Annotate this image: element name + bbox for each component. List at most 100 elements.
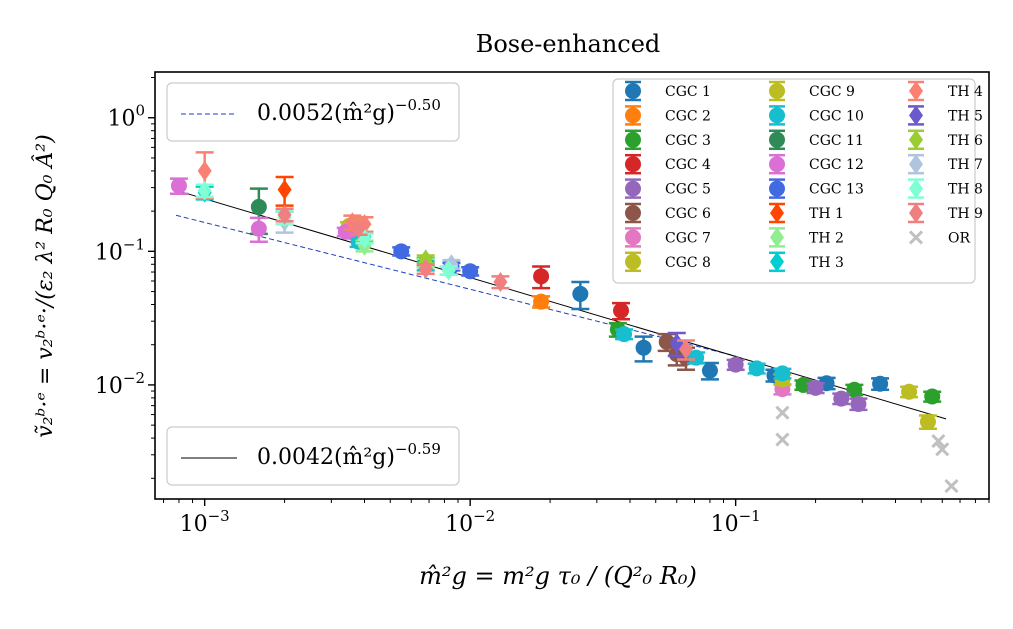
data-point (701, 362, 718, 379)
legend-marker (770, 251, 784, 272)
x-marker-stroke (935, 442, 950, 457)
legend-label: CGC 3 (665, 133, 711, 149)
data-point (901, 383, 918, 400)
data-point (572, 285, 589, 302)
fit-legend-box (166, 82, 460, 142)
legend-marker (625, 107, 641, 124)
legend-label: TH 5 (948, 108, 983, 124)
data-point (872, 375, 889, 392)
data-point (277, 179, 292, 200)
legend-entry-or: OR (908, 230, 970, 246)
legend-marker (909, 203, 923, 223)
plot-frame (154, 71, 990, 500)
legend-marker (625, 205, 641, 221)
legend-entry-th-1: TH 1 (769, 202, 844, 224)
fit-legend-label: 0.0042(m̂²g)−0.59 (257, 440, 441, 470)
x-tick-label: 10−2 (445, 507, 495, 537)
legend-label: CGC 13 (809, 182, 864, 198)
legend-label: CGC 2 (665, 108, 711, 124)
legend-marker (625, 156, 641, 173)
legend-marker (769, 83, 785, 99)
data-point (775, 405, 790, 420)
legend-label: CGC 12 (809, 157, 864, 173)
data-point (493, 271, 508, 292)
legend-entry-cgc-13: CGC 13 (769, 178, 864, 199)
legend-marker (909, 129, 923, 150)
data-points (169, 151, 959, 494)
legend-label: TH 2 (809, 230, 844, 246)
legend-entry-th-2: TH 2 (769, 227, 844, 248)
x-marker-stroke (931, 434, 946, 449)
legend-entry-cgc-1: CGC 1 (625, 80, 711, 102)
fit-dashed (175, 214, 736, 357)
legend-entry-th-8: TH 8 (908, 178, 983, 199)
data-point (277, 204, 292, 225)
legend-entry-cgc-11: CGC 11 (769, 129, 864, 151)
x-marker-stroke (944, 478, 959, 494)
series-legend: CGC 1 CGC 2 CGC 3 CGC 4 CGC 5 CGC 6 CGC 7 CGC 8… (612, 78, 983, 284)
series-or (775, 405, 959, 494)
legend-marker (908, 230, 924, 245)
legend-entry-cgc-5: CGC 5 (625, 178, 711, 199)
y-axis-label: ṽ₂ᵇ·ᵉ = v₂ᵇ·ᵉ·/(ε₂ λ² R₀ Q₀ Â²) (31, 134, 58, 437)
data-point (935, 442, 950, 457)
legend-marker (769, 156, 785, 173)
y-tick-label: 10−1 (95, 235, 145, 265)
legend-marker (625, 131, 641, 148)
data-point (919, 413, 936, 430)
legend-label: CGC 4 (665, 157, 711, 173)
data-point (944, 478, 959, 494)
legend-marker (770, 227, 784, 248)
fit-dashed-legend: 0.0052(m̂²g)−0.50 (166, 82, 460, 142)
legend-marker (625, 180, 641, 197)
legend-label: TH 8 (948, 182, 983, 198)
data-point (688, 349, 705, 366)
legend-entry-cgc-10: CGC 10 (769, 105, 864, 126)
x-tick-label: 10−3 (180, 507, 230, 537)
fit-legend-box (166, 426, 460, 486)
x-marker-stroke (775, 432, 790, 447)
data-point (197, 180, 212, 201)
data-point (533, 268, 550, 285)
legend-entry-cgc-2: CGC 2 (625, 105, 711, 126)
series-th-9 (275, 204, 695, 361)
legend-marker (625, 253, 641, 270)
legend-label: CGC 7 (665, 230, 711, 246)
data-point (775, 432, 790, 447)
legend-entry-cgc-9: CGC 9 (769, 80, 855, 102)
data-point (846, 381, 863, 398)
fit-legend-label: 0.0052(m̂²g)−0.50 (257, 96, 441, 126)
legend-marker (625, 83, 641, 99)
data-point (774, 365, 791, 382)
data-point (393, 243, 410, 260)
data-point (678, 339, 693, 360)
y-tick-label: 100 (107, 102, 145, 132)
data-point (795, 376, 812, 393)
fit-solid-legend: 0.0042(m̂²g)−0.59 (166, 426, 460, 486)
legend-marker (909, 81, 923, 101)
x-axis-label: m̂²g = m²g τ₀ / (Q²₀ R₀) (419, 562, 697, 590)
legend-label: TH 9 (948, 206, 983, 222)
chart-title: Bose-enhanced (476, 30, 661, 58)
legend-entry-cgc-4: CGC 4 (625, 153, 711, 175)
data-point (197, 160, 212, 181)
data-point (441, 260, 456, 281)
legend-entry-cgc-12: CGC 12 (769, 153, 864, 175)
legend-marker (909, 178, 923, 199)
data-point (250, 220, 267, 237)
legend-marker (770, 203, 784, 223)
y-tick-label: 10−2 (95, 369, 145, 399)
legend-label: CGC 8 (665, 255, 711, 271)
data-point (616, 326, 633, 343)
data-point (850, 395, 867, 412)
legend-label: CGC 10 (809, 108, 864, 124)
legend-label: OR (948, 230, 970, 246)
data-point (748, 360, 765, 377)
legend-label: TH 7 (948, 157, 983, 173)
series-cgc-5 (726, 356, 868, 412)
legend-label: TH 1 (809, 206, 844, 222)
legend-marker (909, 105, 923, 126)
legend-entry-cgc-7: CGC 7 (625, 227, 711, 248)
legend-entry-cgc-6: CGC 6 (625, 202, 711, 224)
